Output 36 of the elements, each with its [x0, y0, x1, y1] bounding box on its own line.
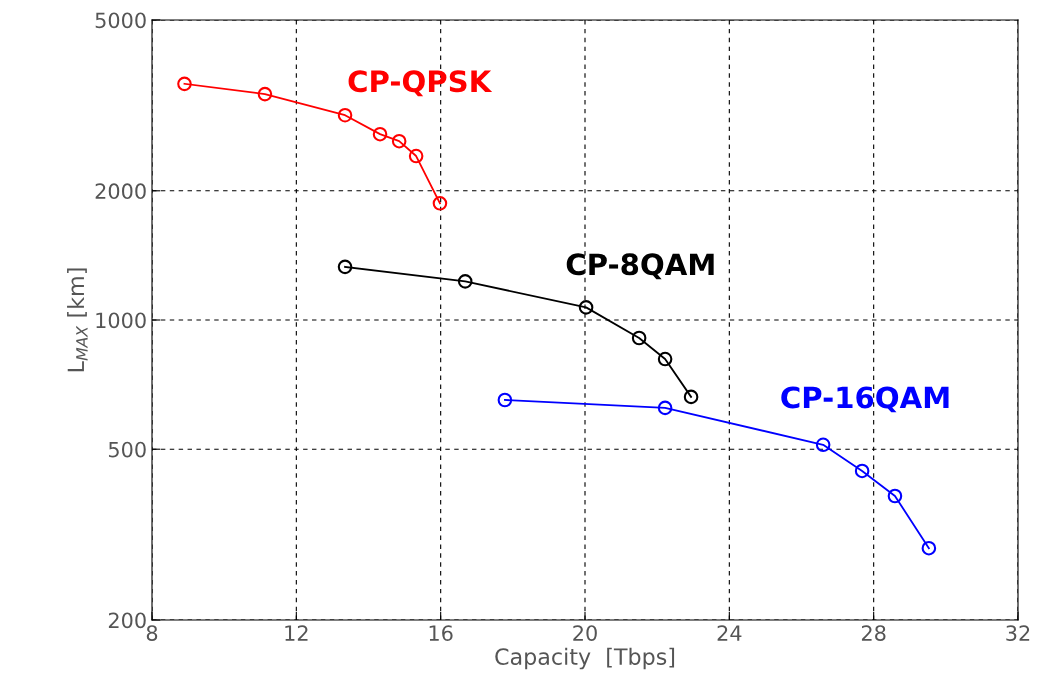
point	[408, 148, 424, 164]
x-tick-label: 20	[573, 625, 597, 641]
x-tick-label: 12	[285, 625, 308, 641]
y-tick-label: 5000	[95, 12, 146, 29]
point	[177, 76, 192, 92]
series-label: CP-QPSK	[348, 70, 493, 97]
point	[432, 196, 448, 211]
point	[854, 463, 870, 479]
point	[887, 488, 903, 504]
point	[631, 330, 647, 346]
series-label: CP-16QAM	[781, 386, 949, 413]
y-tick-label: 1000	[96, 312, 146, 329]
point	[497, 392, 513, 408]
point	[657, 400, 673, 416]
point	[372, 126, 388, 142]
point	[578, 300, 594, 315]
y-axis-title: L$_{MAX}$ [km]	[67, 268, 88, 372]
point	[257, 86, 273, 102]
point	[457, 274, 473, 289]
x-tick-label: 24	[717, 625, 742, 641]
y-tick-label: 200	[108, 612, 146, 629]
point	[683, 389, 699, 405]
x-tick-label: 16	[429, 625, 453, 641]
x-tick-label: 28	[861, 625, 886, 641]
y-tick-label: 500	[108, 441, 146, 458]
series-label: CP-8QAM	[566, 253, 714, 280]
x-tick-label: 8	[146, 625, 158, 641]
point	[815, 437, 831, 453]
point	[337, 259, 353, 275]
x-tick-label: 32	[1006, 625, 1030, 641]
point	[657, 351, 673, 367]
point	[391, 133, 407, 149]
y-tick-label: 2000	[95, 183, 146, 200]
x-axis-title: Capacity [Tbps]	[495, 647, 675, 670]
point	[337, 107, 353, 123]
point	[921, 540, 937, 556]
